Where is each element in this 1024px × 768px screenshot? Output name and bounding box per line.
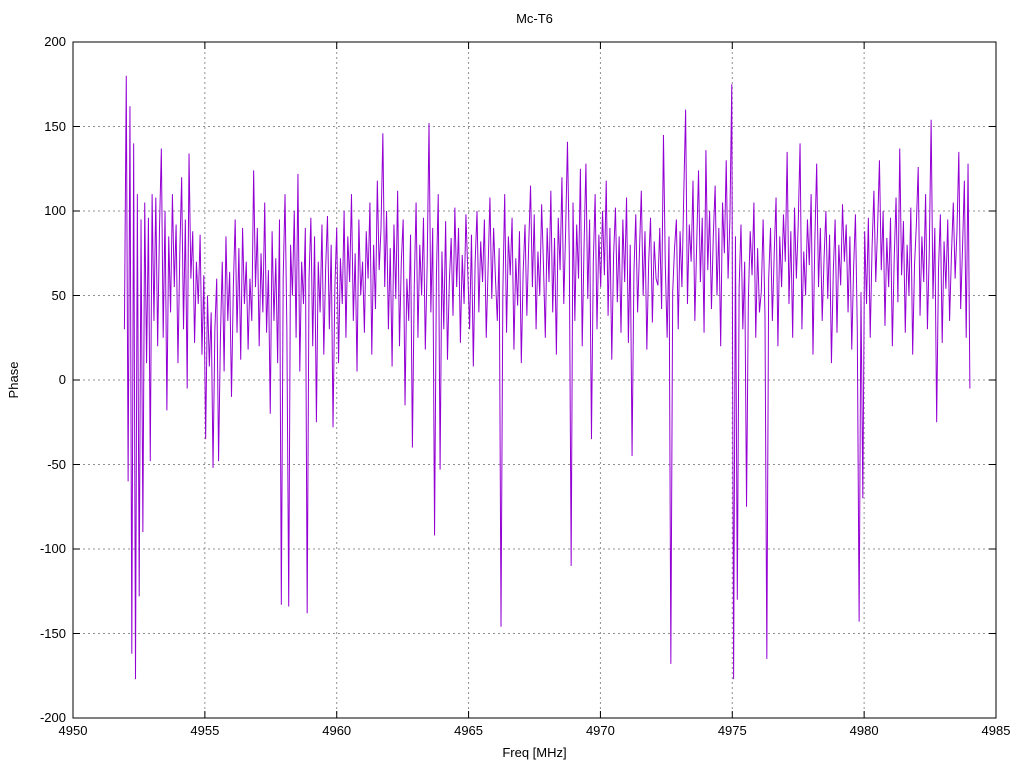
y-tick-label: 100 <box>44 203 66 218</box>
y-tick-label: 0 <box>58 372 66 387</box>
chart-title: Mc-T6 <box>516 11 553 26</box>
x-tick-label: 4955 <box>190 723 220 738</box>
y-tick-label: 200 <box>44 34 66 49</box>
x-tick-label: 4965 <box>454 723 484 738</box>
plot-border <box>72 41 997 719</box>
y-tick-label: -150 <box>39 625 66 641</box>
y-tick-label: -100 <box>39 541 66 556</box>
y-tick-label: -200 <box>39 710 66 725</box>
x-tick-label: 4975 <box>717 723 747 738</box>
x-tick-label: 4980 <box>849 723 879 738</box>
y-tick-label: 150 <box>44 118 66 134</box>
data-series-line <box>123 75 971 680</box>
y-tick-label: 50 <box>51 287 66 303</box>
x-tick-label: 4970 <box>585 723 615 738</box>
y-tick-label: -50 <box>47 456 66 472</box>
x-axis-title: Freq [MHz] <box>502 745 567 760</box>
grid-lines <box>73 42 996 718</box>
x-tick-label: 4960 <box>322 723 352 738</box>
x-tick-label: 4950 <box>58 723 88 738</box>
x-tick-label: 4985 <box>981 723 1011 738</box>
